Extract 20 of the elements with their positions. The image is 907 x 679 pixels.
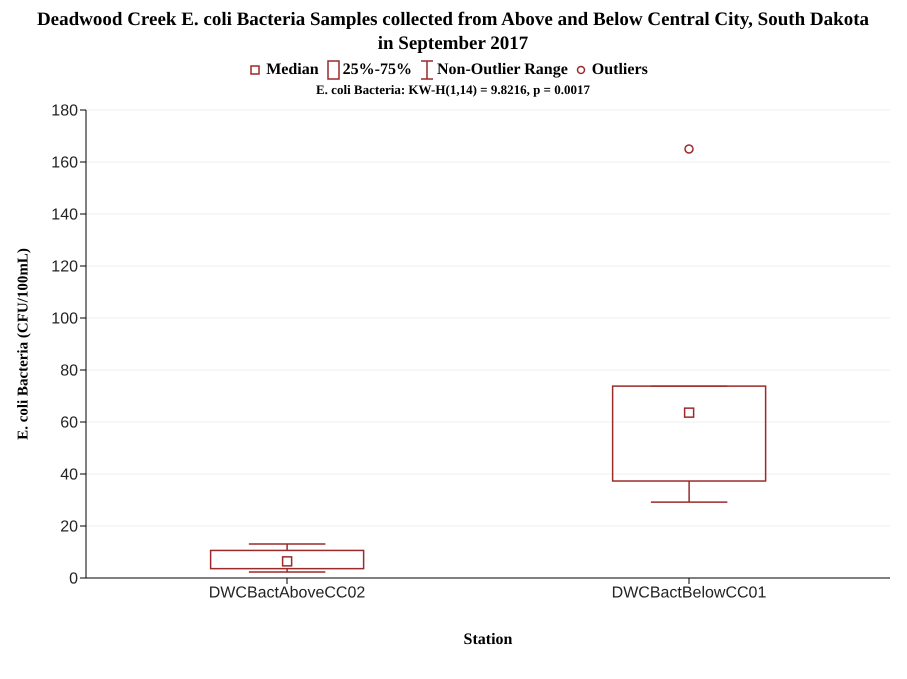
text: Non-Outlier Range bbox=[436, 61, 568, 79]
y-axis-title: E. coli Bacteria (CFU/100mL) bbox=[15, 248, 32, 440]
y-tick-label: 100 bbox=[51, 310, 78, 328]
y-tick-label: 180 bbox=[51, 102, 78, 120]
y-tick-label: 120 bbox=[51, 258, 78, 276]
y-tick-label: 80 bbox=[60, 362, 78, 380]
x-tick-label: DWCBactAboveCC02 bbox=[208, 584, 366, 602]
y-tick-label: 140 bbox=[51, 206, 78, 224]
y-tick-label: 0 bbox=[69, 570, 78, 588]
text: 25%-75% bbox=[342, 61, 412, 79]
y-tick-label: 160 bbox=[51, 154, 78, 172]
text: Median bbox=[266, 61, 319, 79]
x-tick-label: DWCBactBelowCC01 bbox=[612, 584, 766, 602]
y-tick-label: 40 bbox=[60, 466, 78, 484]
text: Outliers bbox=[592, 61, 648, 79]
y-tick-label: 60 bbox=[60, 414, 78, 432]
x-axis-title: Station bbox=[464, 631, 513, 648]
chart-title: Deadwood Creek E. coli Bacteria Samples collected from Above and Below Central City, South Dakota in September 2017 bbox=[36, 8, 870, 56]
y-tick-label: 20 bbox=[60, 518, 78, 536]
chart-subtitle: E. coli Bacteria: KW-H(1,14) = 9.8216, p = 0.0017 bbox=[315, 82, 591, 98]
